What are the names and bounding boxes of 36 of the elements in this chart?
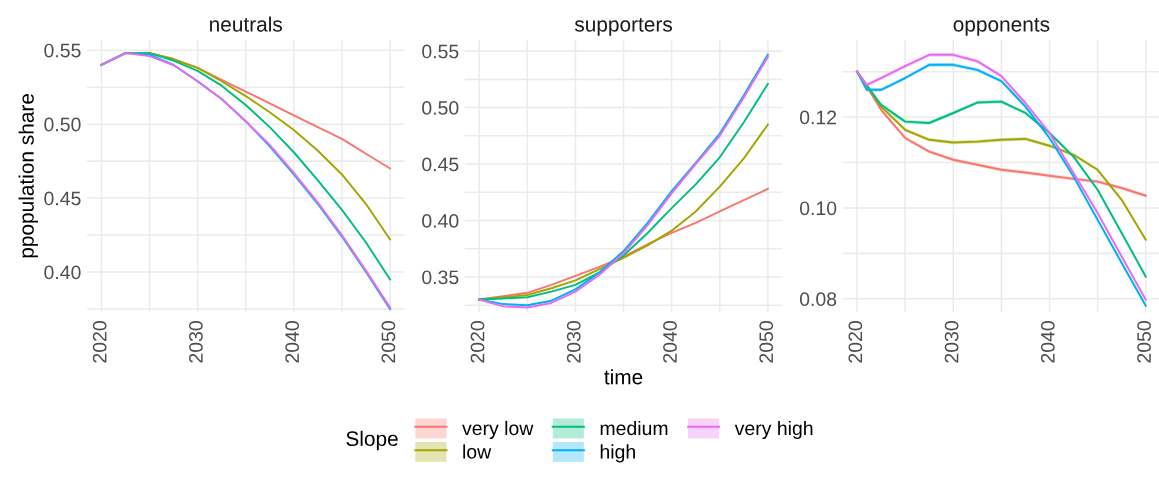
x-tick-label: 2030: [944, 321, 959, 363]
chart-title: neutrals: [210, 16, 283, 32]
y-tick-label: 0.35: [422, 270, 459, 285]
legend-title: Slope: [346, 430, 398, 451]
x-tick-label: 2050: [1137, 321, 1151, 363]
x-tick-label: 2050: [759, 321, 774, 363]
legend-label: very low: [462, 420, 534, 440]
x-tick-label: 2040: [285, 321, 300, 363]
y-tick-label: 0.45: [422, 157, 459, 172]
x-tick-label: 2040: [663, 321, 677, 363]
y-tick-label: 0.40: [44, 265, 81, 280]
chart-title: supporters: [574, 18, 673, 36]
x-axis-title: time: [604, 369, 643, 385]
x-tick-label: 2030: [189, 321, 203, 363]
x-tick-label: 2020: [848, 321, 863, 363]
y-tick-label: 0.45: [44, 191, 81, 206]
y-tick-label: 0.08: [799, 292, 837, 307]
legend-label: high: [600, 444, 635, 463]
x-tick-label: 2020: [92, 321, 107, 363]
y-axis-title: ppopulation share: [18, 94, 38, 258]
y-tick-label: 0.50: [44, 117, 81, 132]
x-tick-label: 2020: [470, 321, 485, 363]
legend-label: low: [463, 444, 492, 459]
y-tick-label: 0.55: [422, 44, 459, 59]
legend-label: medium: [600, 420, 668, 436]
legend-label: very high: [734, 420, 813, 440]
y-tick-label: 0.10: [799, 201, 837, 216]
x-tick-label: 2030: [566, 321, 581, 363]
y-tick-label: 0.50: [422, 101, 459, 115]
chart-title: opponents: [953, 18, 1050, 36]
x-tick-label: 2050: [381, 321, 396, 363]
y-tick-label: 0.55: [44, 43, 81, 58]
y-tick-label: 0.12: [799, 110, 837, 125]
y-tick-label: 0.40: [422, 214, 459, 228]
x-tick-label: 2040: [1040, 321, 1055, 363]
line-series: [478, 123, 769, 301]
